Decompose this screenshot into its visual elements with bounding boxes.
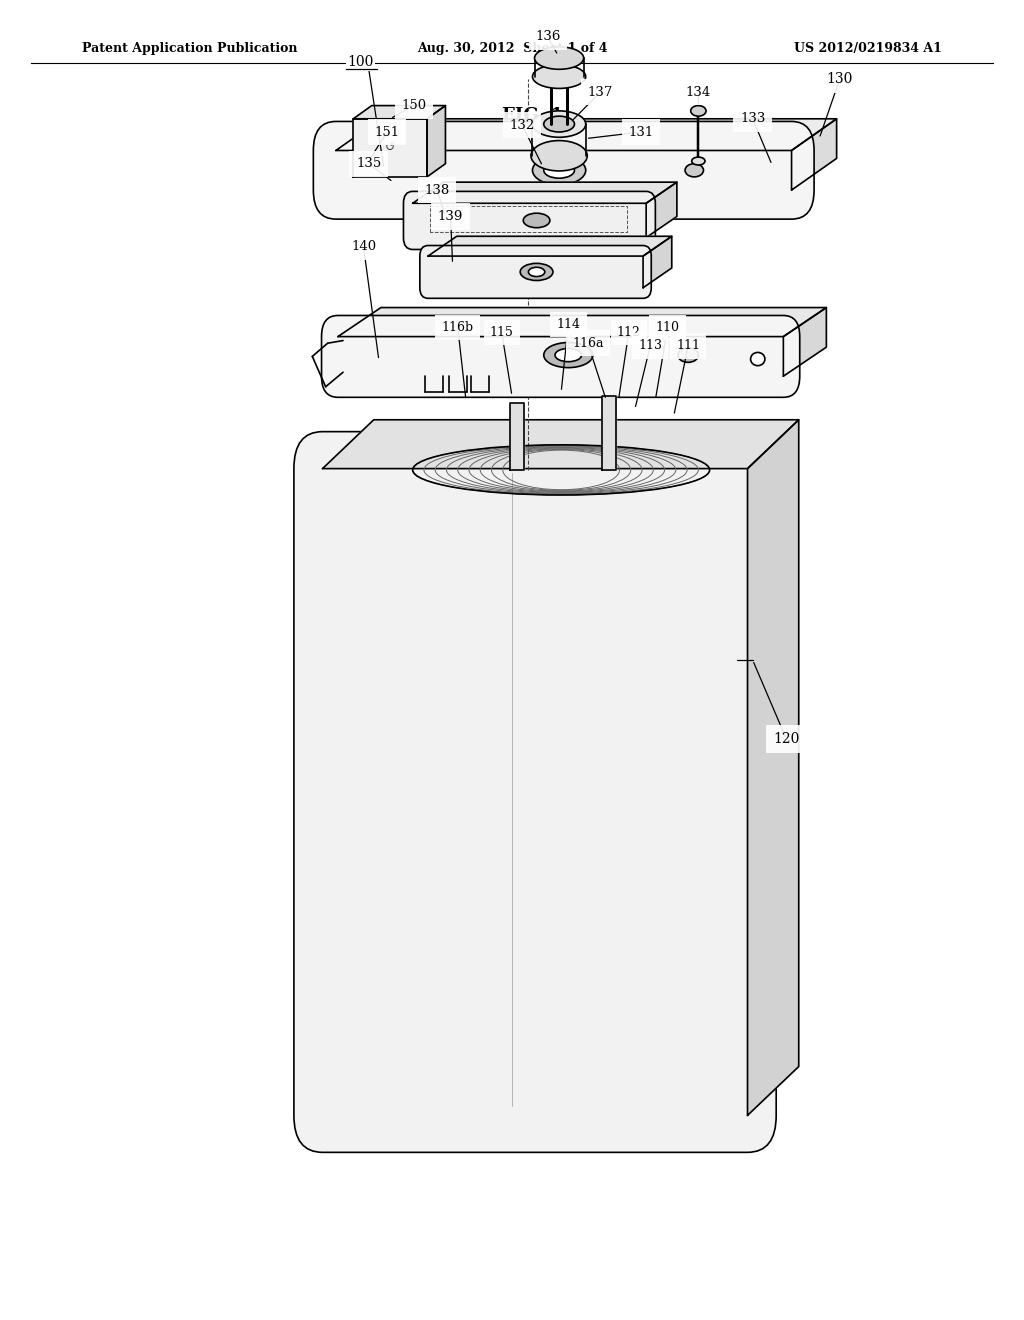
Text: 120: 120 xyxy=(773,733,800,746)
Ellipse shape xyxy=(523,214,550,227)
Text: 150: 150 xyxy=(401,99,426,112)
Ellipse shape xyxy=(544,342,593,367)
FancyBboxPatch shape xyxy=(403,191,655,249)
Text: 116a: 116a xyxy=(572,337,603,350)
Ellipse shape xyxy=(544,162,574,178)
Ellipse shape xyxy=(691,106,707,116)
Ellipse shape xyxy=(685,164,703,177)
Ellipse shape xyxy=(532,65,586,88)
Text: 135: 135 xyxy=(356,157,381,170)
Text: Patent Application Publication: Patent Application Publication xyxy=(82,42,297,55)
Text: 134: 134 xyxy=(686,86,711,99)
Polygon shape xyxy=(413,182,677,203)
FancyBboxPatch shape xyxy=(313,121,814,219)
Polygon shape xyxy=(323,420,799,469)
Ellipse shape xyxy=(530,140,588,172)
Ellipse shape xyxy=(678,348,698,363)
Text: 116b: 116b xyxy=(441,321,474,334)
Ellipse shape xyxy=(532,111,586,137)
Polygon shape xyxy=(353,106,445,119)
Polygon shape xyxy=(602,396,616,470)
Text: 136: 136 xyxy=(536,30,560,44)
Ellipse shape xyxy=(528,267,545,276)
Text: 131: 131 xyxy=(629,125,653,139)
Ellipse shape xyxy=(692,157,705,165)
Text: 139: 139 xyxy=(438,210,463,223)
Polygon shape xyxy=(643,236,672,288)
Text: ↺: ↺ xyxy=(385,141,395,154)
Ellipse shape xyxy=(751,352,765,366)
Text: FIG. 1: FIG. 1 xyxy=(502,107,563,125)
Text: 151: 151 xyxy=(375,125,399,139)
Polygon shape xyxy=(510,403,524,470)
Polygon shape xyxy=(353,119,427,177)
Polygon shape xyxy=(646,182,677,238)
Polygon shape xyxy=(783,308,826,376)
Text: Aug. 30, 2012  Sheet 1 of 4: Aug. 30, 2012 Sheet 1 of 4 xyxy=(417,42,607,55)
Ellipse shape xyxy=(532,156,586,185)
Text: 132: 132 xyxy=(510,119,535,132)
Polygon shape xyxy=(336,119,837,150)
FancyBboxPatch shape xyxy=(322,315,800,397)
Ellipse shape xyxy=(535,48,584,70)
Text: US 2012/0219834 A1: US 2012/0219834 A1 xyxy=(795,42,942,55)
Text: 112: 112 xyxy=(616,326,641,339)
Text: 100: 100 xyxy=(347,55,374,69)
Polygon shape xyxy=(428,236,672,256)
Polygon shape xyxy=(338,308,826,337)
Polygon shape xyxy=(792,119,837,190)
Ellipse shape xyxy=(520,263,553,281)
Ellipse shape xyxy=(555,348,582,362)
Text: 130: 130 xyxy=(826,73,853,86)
Text: 113: 113 xyxy=(638,339,663,352)
Text: 138: 138 xyxy=(425,183,450,197)
Polygon shape xyxy=(748,420,799,1115)
Text: 133: 133 xyxy=(740,112,765,125)
Text: 137: 137 xyxy=(588,86,612,99)
FancyBboxPatch shape xyxy=(420,246,651,298)
Ellipse shape xyxy=(544,116,574,132)
Text: 111: 111 xyxy=(676,339,700,352)
Text: 110: 110 xyxy=(655,321,680,334)
Polygon shape xyxy=(427,106,445,177)
Text: 140: 140 xyxy=(351,240,376,253)
Text: 115: 115 xyxy=(489,326,514,339)
Text: 114: 114 xyxy=(556,318,581,331)
FancyBboxPatch shape xyxy=(294,432,776,1152)
